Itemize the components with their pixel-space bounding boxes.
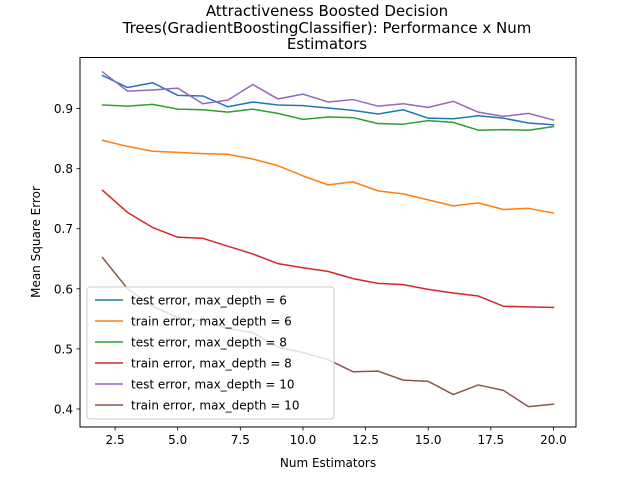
x-axis-label: Num Estimators (280, 456, 376, 470)
x-tick-label: 15.0 (415, 433, 442, 447)
series-line-3 (101, 103, 555, 131)
x-tick-label: 5.0 (168, 433, 187, 447)
legend-label-2: train error, max_depth = 6 (131, 315, 292, 329)
x-tick-label: 20.0 (540, 433, 567, 447)
y-axis-label: Mean Square Error (29, 186, 43, 298)
y-tick-label: 0.7 (54, 222, 73, 236)
legend-label-3: test error, max_depth = 8 (131, 336, 287, 350)
chart-title: Attractiveness Boosted Decision Trees(Gr… (122, 2, 532, 53)
series-layer (101, 70, 555, 408)
chart-title-line-2: Trees(GradientBoostingClassifier): Perfo… (122, 19, 532, 37)
series-line-2 (101, 139, 555, 214)
y-tick-label: 0.5 (54, 342, 73, 356)
legend-box (86, 286, 335, 420)
x-tick-label: 17.5 (477, 433, 504, 447)
series-line-5 (101, 70, 555, 121)
legend-label-1: test error, max_depth = 6 (131, 294, 287, 308)
x-tick-label: 12.5 (352, 433, 379, 447)
chart-title-line-1: Attractiveness Boosted Decision (206, 2, 448, 20)
x-tick-label: 10.0 (290, 433, 317, 447)
series-line-4 (101, 189, 555, 309)
y-tick-label: 0.8 (54, 162, 73, 176)
x-axis-ticks: 2.5 5.0 7.5 10.0 12.5 15.0 17.5 20.0 (106, 427, 567, 447)
legend: test error, max_depth = 6 train error, ma… (86, 286, 335, 420)
y-tick-label: 0.4 (54, 402, 73, 416)
y-axis-ticks: 0.4 0.5 0.6 0.7 0.8 0.9 (54, 102, 80, 416)
legend-label-5: test error, max_depth = 10 (131, 378, 295, 392)
legend-label-6: train error, max_depth = 10 (131, 399, 299, 413)
chart-title-line-3: Estimators (287, 35, 367, 53)
y-tick-label: 0.6 (54, 282, 73, 296)
y-tick-label: 0.9 (54, 102, 73, 116)
x-tick-label: 7.5 (231, 433, 250, 447)
legend-label-4: train error, max_depth = 8 (131, 357, 292, 371)
plot-area-frame (79, 57, 577, 428)
x-tick-label: 2.5 (106, 433, 125, 447)
series-line-1 (101, 74, 555, 126)
